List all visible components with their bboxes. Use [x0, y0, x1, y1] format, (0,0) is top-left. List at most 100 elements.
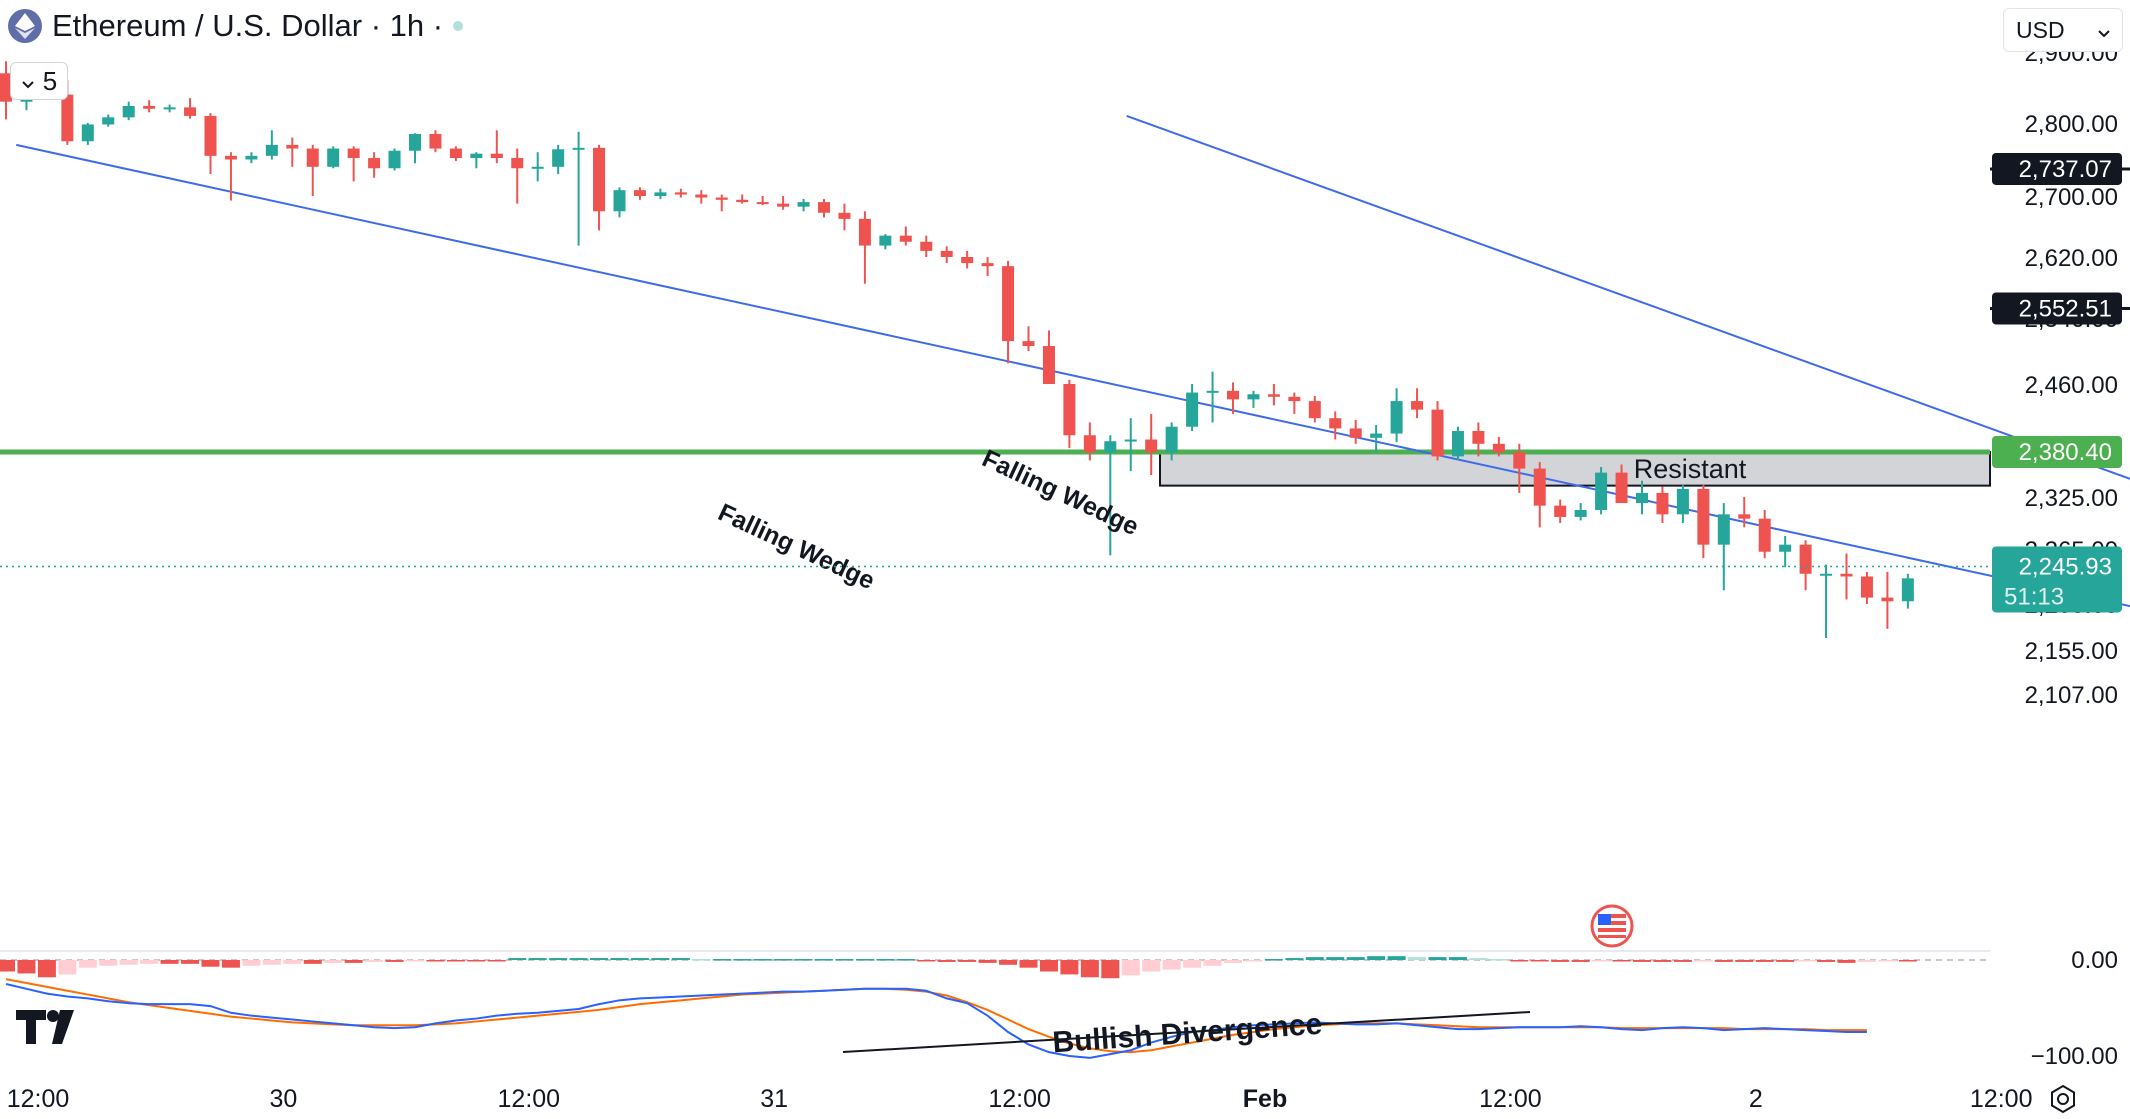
candle	[1676, 484, 1689, 523]
macd-histogram-bar	[1019, 960, 1038, 968]
candle-body	[429, 133, 442, 149]
macd-histogram-bar	[1224, 960, 1242, 963]
candle	[797, 199, 810, 212]
candle	[388, 148, 401, 171]
macd-histogram-bar	[426, 960, 445, 962]
macd-histogram-bar	[17, 960, 36, 974]
last-price-tag: 2,245.93 51:13	[1992, 546, 2122, 613]
macd-histogram-bar	[794, 959, 813, 961]
candle	[1595, 466, 1608, 515]
macd-histogram-bar	[1673, 960, 1692, 962]
candle	[490, 130, 503, 164]
macd-histogram-bar	[242, 960, 261, 966]
candle-body	[1002, 266, 1015, 342]
candle	[1329, 411, 1342, 440]
candle-body	[1472, 430, 1485, 444]
currency-label: USD	[2016, 16, 2065, 43]
x-tick-label: Feb	[1243, 1085, 1287, 1113]
macd-histogram-bar	[1346, 957, 1365, 960]
candle	[1002, 260, 1015, 364]
candle	[1124, 418, 1137, 472]
candle-body	[1083, 435, 1096, 453]
candle	[858, 211, 871, 284]
candle	[1022, 326, 1035, 351]
candle-body	[1390, 401, 1403, 434]
candle-body	[1124, 439, 1137, 442]
macd-histogram-bar	[1776, 960, 1795, 962]
candle-body	[674, 192, 687, 195]
candle	[1615, 464, 1628, 504]
candle-body	[695, 194, 708, 198]
candle	[1697, 484, 1710, 559]
macd-histogram-bar	[140, 960, 159, 964]
candle	[633, 187, 646, 200]
chart-settings-icon[interactable]	[2048, 1084, 2078, 1119]
candle	[1431, 401, 1444, 461]
symbol-title[interactable]: Ethereum / U.S. Dollar · 1h ·	[52, 8, 444, 43]
y-tick-label: 2,800.00	[2025, 111, 2118, 138]
chart-header: Ethereum / U.S. Dollar · 1h ·	[8, 8, 464, 44]
candle-body	[470, 153, 483, 159]
candle-body	[388, 150, 401, 169]
candle-body	[879, 235, 892, 246]
candle-body	[102, 117, 115, 125]
macd-histogram-bar	[201, 960, 220, 967]
chevron-down-icon	[21, 66, 35, 97]
y-tick-label: 2,155.00	[2025, 638, 2118, 665]
flag-stripe	[1598, 932, 1626, 935]
candle	[552, 144, 565, 175]
candle	[204, 113, 217, 175]
candle-body	[1901, 578, 1914, 602]
candle	[1165, 422, 1178, 461]
macd-histogram-bar	[651, 958, 670, 960]
candle-body	[368, 158, 381, 169]
flag-stripe	[1598, 925, 1626, 928]
candle-body	[81, 124, 94, 142]
candle-body	[1022, 341, 1035, 347]
y-tick-label: 2,325.00	[2025, 485, 2118, 512]
candle-body	[1820, 573, 1833, 576]
candle	[1267, 384, 1280, 406]
chevron-down-icon	[2098, 17, 2110, 44]
candle	[368, 152, 381, 178]
candle-body	[122, 105, 135, 118]
candle-body	[1349, 428, 1362, 438]
candle	[327, 146, 340, 169]
candle	[920, 235, 933, 257]
candle	[449, 146, 462, 161]
x-tick-label: 12:00	[498, 1085, 561, 1113]
wedge-upper-line	[1126, 114, 2130, 480]
candle-body	[981, 263, 994, 267]
candle	[818, 199, 830, 218]
macd-histogram-bar	[1039, 960, 1058, 972]
macd-histogram-bar	[1448, 957, 1467, 960]
candle-body	[1779, 544, 1792, 552]
candle	[1247, 390, 1260, 408]
candle	[286, 137, 299, 167]
candle-body	[1656, 492, 1669, 515]
indicator-count: 5	[42, 65, 58, 96]
indicators-toggle-button[interactable]: 5	[10, 62, 68, 100]
candle-body	[1451, 430, 1464, 457]
macd-histogram-bar	[324, 960, 343, 963]
candle	[306, 144, 319, 196]
candle-body	[1227, 390, 1239, 400]
candle-body	[327, 148, 340, 167]
candle-body	[961, 257, 974, 264]
candle-body	[940, 250, 953, 257]
macd-histogram-bar	[712, 959, 731, 961]
candle-body	[1186, 392, 1199, 427]
macd-histogram-bar	[774, 959, 793, 961]
tradingview-logo-icon[interactable]	[16, 1010, 82, 1051]
macd-histogram-bar	[1735, 960, 1754, 962]
candle	[981, 257, 994, 277]
flag-canton	[1598, 914, 1611, 925]
currency-select[interactable]: USD	[2003, 8, 2123, 52]
macd-histogram-bar	[1387, 956, 1406, 960]
candle-body	[204, 115, 217, 156]
macd-histogram-bar	[221, 960, 240, 968]
macd-histogram-bar	[37, 960, 56, 978]
macd-histogram-bar	[1489, 959, 1508, 961]
macd-histogram-bar	[1121, 960, 1140, 976]
